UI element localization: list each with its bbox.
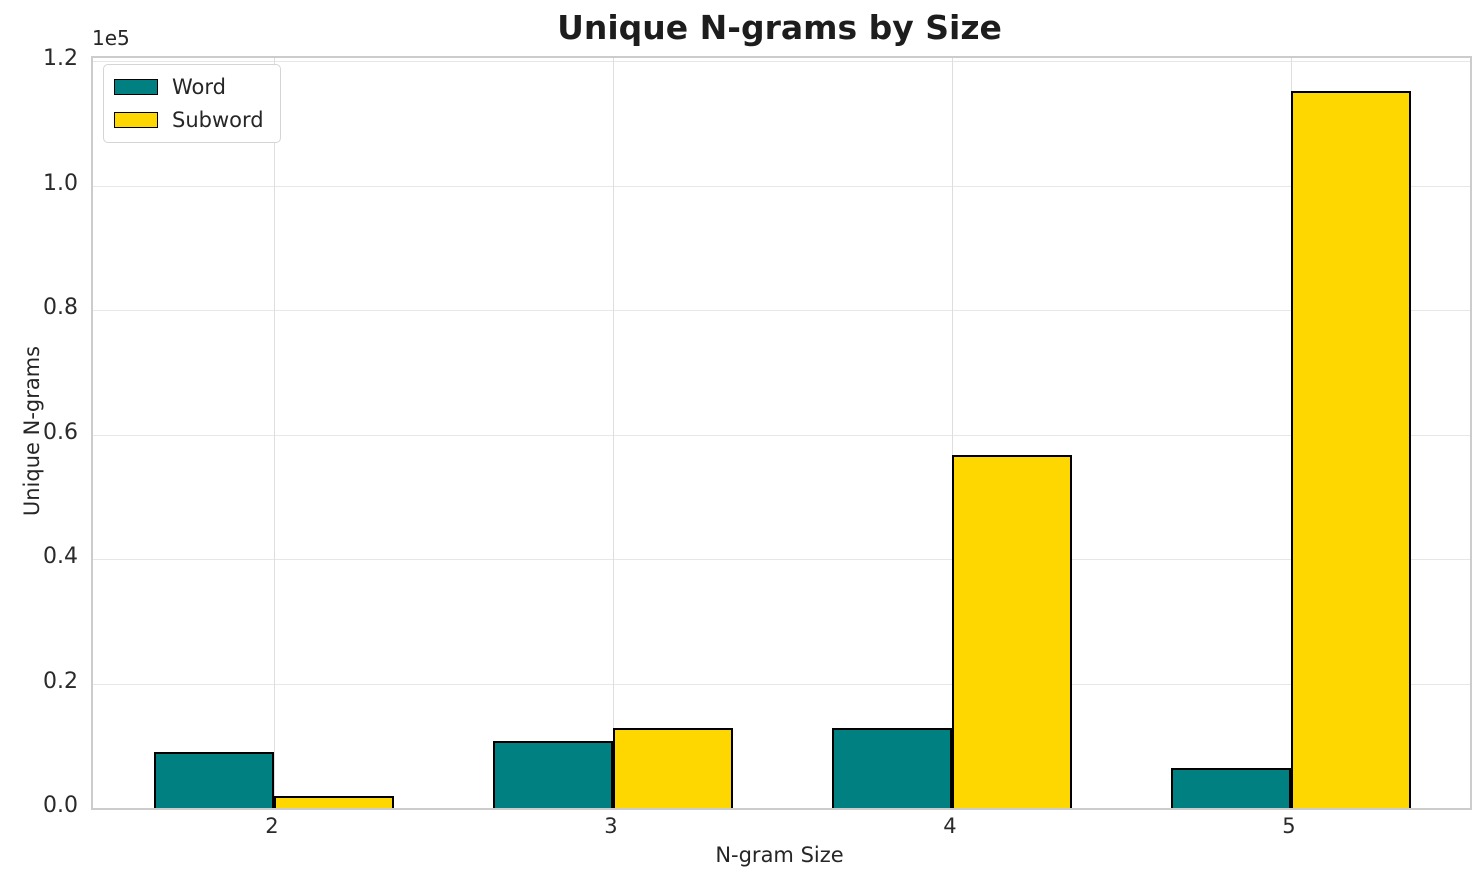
x-tick-label: 4	[943, 814, 957, 838]
legend-label: Subword	[172, 108, 264, 132]
subword-bar	[273, 796, 394, 808]
y-tick-label: 0.2	[43, 668, 78, 694]
gridline-horizontal	[93, 185, 1470, 187]
legend-label: Word	[172, 75, 226, 99]
gridline-horizontal	[93, 61, 1470, 63]
subword-bar	[612, 727, 733, 808]
plot-area: Word Subword	[91, 56, 1472, 810]
word-bar	[1170, 768, 1291, 808]
gridline-horizontal	[93, 434, 1470, 436]
y-tick-label: 1.2	[43, 46, 78, 72]
gridline-vertical	[273, 58, 275, 808]
y-tick-label: 1.0	[43, 170, 78, 196]
legend-entry-subword: Subword	[114, 108, 264, 132]
gridline-vertical	[951, 58, 953, 808]
word-bar	[492, 740, 613, 808]
word-series-swatch	[114, 79, 158, 95]
gridline-vertical	[612, 58, 614, 808]
subword-bar	[1290, 90, 1411, 808]
chart-title: Unique N-grams by Size	[557, 8, 1002, 47]
y-tick-label: 0.8	[43, 295, 78, 321]
gridline-horizontal	[93, 683, 1470, 685]
x-tick-label: 2	[265, 814, 279, 838]
gridline-horizontal	[93, 310, 1470, 312]
subword-series-swatch	[114, 112, 158, 128]
y-tick-label: 0.6	[43, 419, 78, 445]
legend-entry-word: Word	[114, 75, 264, 99]
x-tick-label: 3	[604, 814, 618, 838]
y-tick-label: 0.4	[43, 544, 78, 570]
word-bar	[153, 751, 274, 808]
y-axis-offset-text: 1e5	[92, 26, 130, 50]
word-bar	[831, 727, 952, 808]
x-axis-label: N-gram Size	[715, 843, 844, 867]
gridline-horizontal	[93, 559, 1470, 561]
subword-bar	[951, 455, 1072, 808]
legend: Word Subword	[103, 64, 281, 143]
x-tick-label: 5	[1282, 814, 1296, 838]
y-axis-label: Unique N-grams	[20, 345, 44, 517]
y-tick-label: 0.0	[43, 793, 78, 818]
